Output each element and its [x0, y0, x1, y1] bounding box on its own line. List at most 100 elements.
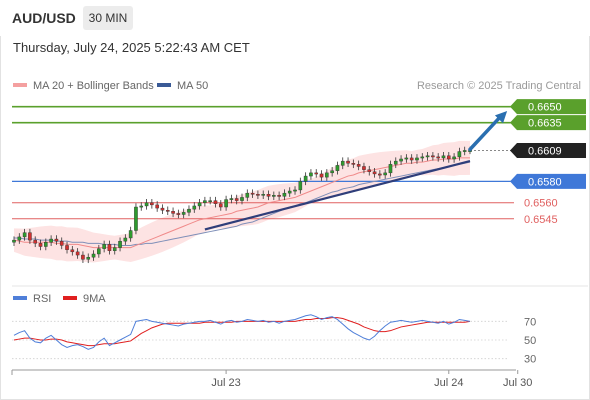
candle-body	[171, 211, 175, 214]
candle-body	[245, 192, 250, 198]
candle-body	[224, 199, 228, 208]
rsi-ma-swatch	[63, 296, 77, 301]
forecast-arrow-shaft	[468, 114, 503, 152]
candle-body	[176, 213, 181, 215]
price-label-resistance-2: 0.6650	[528, 102, 562, 114]
timeframe-button[interactable]: 30 MIN	[83, 6, 133, 30]
price-label-support-1: 0.6580	[528, 176, 562, 188]
x-tick-label: Jul 24	[434, 377, 463, 389]
candle-body	[112, 247, 117, 251]
rsi-ma-legend-label: 9MA	[83, 293, 106, 305]
candle-body	[282, 192, 287, 197]
symbol-title: AUD/USD	[12, 10, 76, 26]
rsi-legend-label: RSI	[33, 293, 52, 305]
candle-body	[44, 242, 48, 247]
candle-body	[372, 171, 377, 175]
candle-body	[277, 195, 281, 197]
candle-body	[203, 200, 207, 203]
candle-body	[309, 172, 313, 177]
candle-body	[155, 204, 159, 209]
candle-body	[144, 202, 149, 207]
candle-body	[293, 189, 297, 192]
candle-body	[272, 195, 276, 197]
candle-body	[139, 205, 144, 208]
rsi-level-label: 70	[524, 316, 536, 328]
candle-body	[303, 175, 308, 182]
candle-body	[314, 172, 319, 175]
candle-body	[208, 200, 212, 203]
candle-body	[17, 236, 22, 241]
candle-body	[346, 160, 350, 164]
candle-body	[234, 198, 239, 201]
candle-body	[240, 197, 244, 201]
candle-body	[325, 172, 329, 178]
candle-body	[81, 254, 85, 260]
candle-body	[150, 202, 154, 206]
candle-body	[378, 173, 382, 176]
candle-body	[256, 194, 260, 196]
candle-body	[415, 157, 419, 161]
candle-body	[441, 155, 446, 159]
candle-body	[12, 239, 16, 243]
candle-body	[229, 198, 234, 200]
candle-body	[107, 244, 112, 251]
candle-body	[399, 158, 403, 162]
legend-ma50-swatch	[157, 83, 171, 88]
candle-body	[447, 155, 451, 160]
candle-body	[160, 207, 165, 211]
legend-ma50-label: MA 50	[177, 80, 209, 92]
candle-body	[298, 181, 303, 191]
candle-body	[452, 156, 456, 160]
ma20-line	[13, 157, 470, 249]
candle-body	[54, 238, 59, 242]
candle-body	[181, 212, 186, 215]
x-tick-label: Jul 30	[503, 377, 532, 389]
candle-body	[340, 160, 345, 166]
candle-body	[367, 169, 372, 172]
candle-body	[436, 156, 440, 159]
rsi-level-label: 50	[524, 335, 536, 347]
rsi-swatch	[13, 296, 27, 301]
candle-body	[218, 203, 223, 208]
candle-body	[65, 245, 69, 250]
candle-body	[28, 232, 32, 241]
candle-body	[356, 164, 361, 167]
price-label-support-2: 0.6560	[524, 198, 558, 210]
candle-body	[420, 156, 425, 159]
candle-body	[287, 190, 292, 194]
candle-body	[70, 249, 75, 253]
ma50-line	[14, 161, 471, 246]
candle-body	[383, 172, 387, 176]
candle-body	[462, 150, 467, 152]
candle-body	[261, 194, 265, 196]
candle-body	[330, 170, 334, 174]
rsi-level-label: 30	[524, 354, 536, 366]
rsi-line	[13, 314, 471, 350]
chart-datetime: Thursday, July 24, 2025 5:22:43 AM CET	[13, 40, 250, 55]
candle-body	[197, 202, 202, 207]
candle-body	[165, 210, 170, 212]
price-label-support-3: 0.6545	[524, 214, 558, 226]
candle-body	[457, 151, 462, 158]
rsi-legend: RSI	[13, 293, 51, 305]
candle-body	[362, 166, 366, 170]
candle-body	[123, 237, 128, 242]
candle-body	[409, 157, 414, 161]
legend-ma20: MA 20 + Bollinger Bands	[13, 80, 154, 92]
candle-body	[91, 253, 96, 258]
price-label-resistance-1: 0.6635	[528, 118, 562, 130]
candle-body	[86, 256, 91, 260]
candle-body	[404, 157, 409, 160]
trend-line	[204, 160, 471, 231]
x-tick-label: Jul 23	[211, 377, 240, 389]
candle-body	[49, 238, 53, 243]
candle-body	[59, 240, 64, 246]
candle-body	[128, 230, 133, 239]
forecast-arrow-head	[494, 110, 508, 124]
candle-body	[319, 173, 324, 178]
candle-body	[33, 239, 37, 244]
price-tag-resistance-1	[510, 115, 586, 131]
price-tag-support-1	[510, 173, 586, 189]
rsi-ma-legend: 9MA	[63, 293, 106, 305]
